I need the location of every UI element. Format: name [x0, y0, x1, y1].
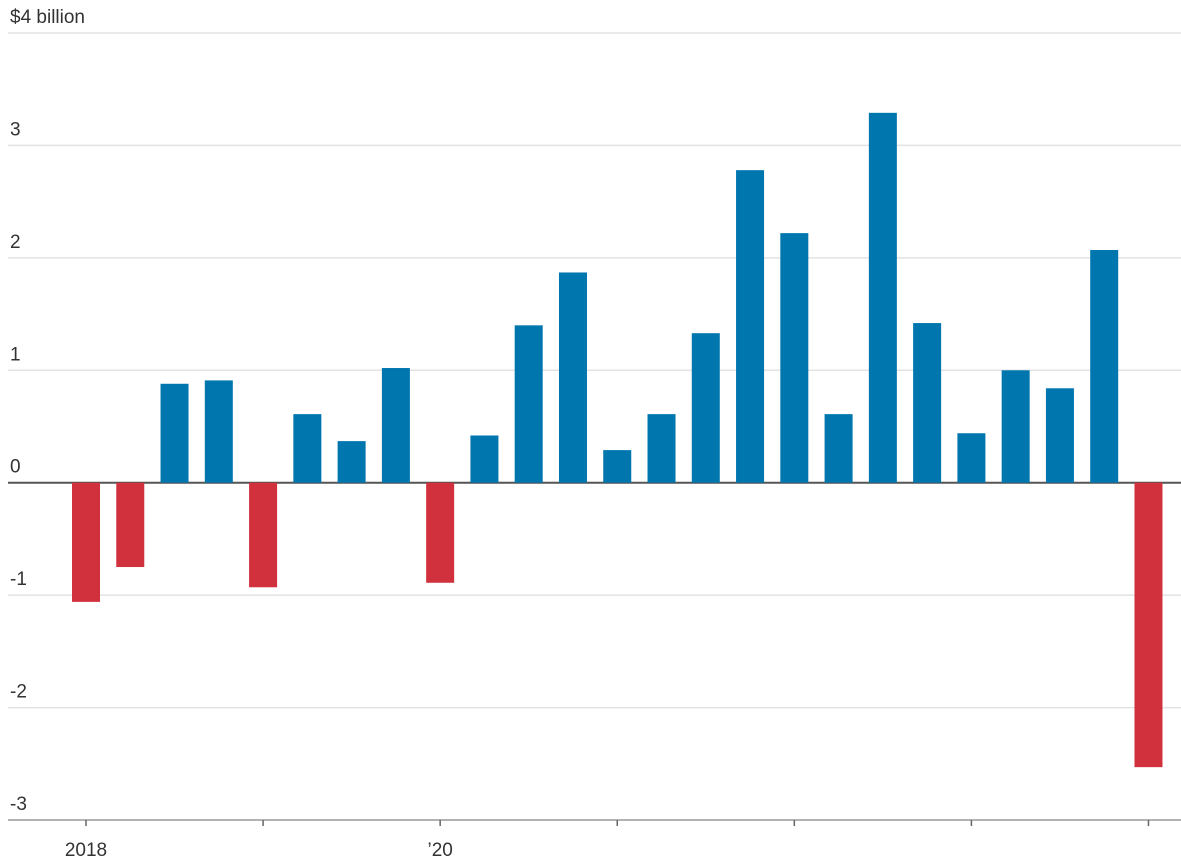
bar [293, 414, 322, 483]
bar [1001, 370, 1030, 483]
bar [691, 333, 720, 483]
bar [1134, 482, 1163, 768]
bar [72, 482, 100, 602]
bar [470, 435, 499, 483]
bar [204, 380, 233, 483]
y-tick-label: 1 [10, 344, 21, 365]
bar [116, 482, 145, 568]
bar [957, 433, 986, 483]
y-tick-label: -2 [10, 682, 27, 703]
y-tick-label: 2 [10, 232, 21, 253]
bar [780, 233, 809, 483]
bar [824, 414, 853, 483]
bar [603, 450, 632, 483]
bar [381, 368, 410, 483]
y-tick-label: $4 billion [10, 7, 85, 28]
bar [249, 482, 278, 588]
x-tick-label: ’20 [427, 840, 452, 861]
bar [1045, 388, 1074, 483]
y-tick-label: -3 [10, 794, 27, 815]
bar [1090, 249, 1119, 483]
bar [736, 170, 765, 483]
bar [514, 325, 543, 483]
bar [868, 112, 897, 483]
y-tick-label: 3 [10, 119, 21, 140]
bar [160, 383, 189, 483]
y-tick-label: -1 [10, 569, 27, 590]
bar [337, 441, 366, 483]
bar [913, 323, 942, 483]
bar [558, 272, 587, 483]
bar [647, 414, 676, 483]
bar [426, 482, 455, 583]
x-tick-label: 2018 [65, 840, 107, 861]
y-tick-label: 0 [10, 457, 21, 478]
